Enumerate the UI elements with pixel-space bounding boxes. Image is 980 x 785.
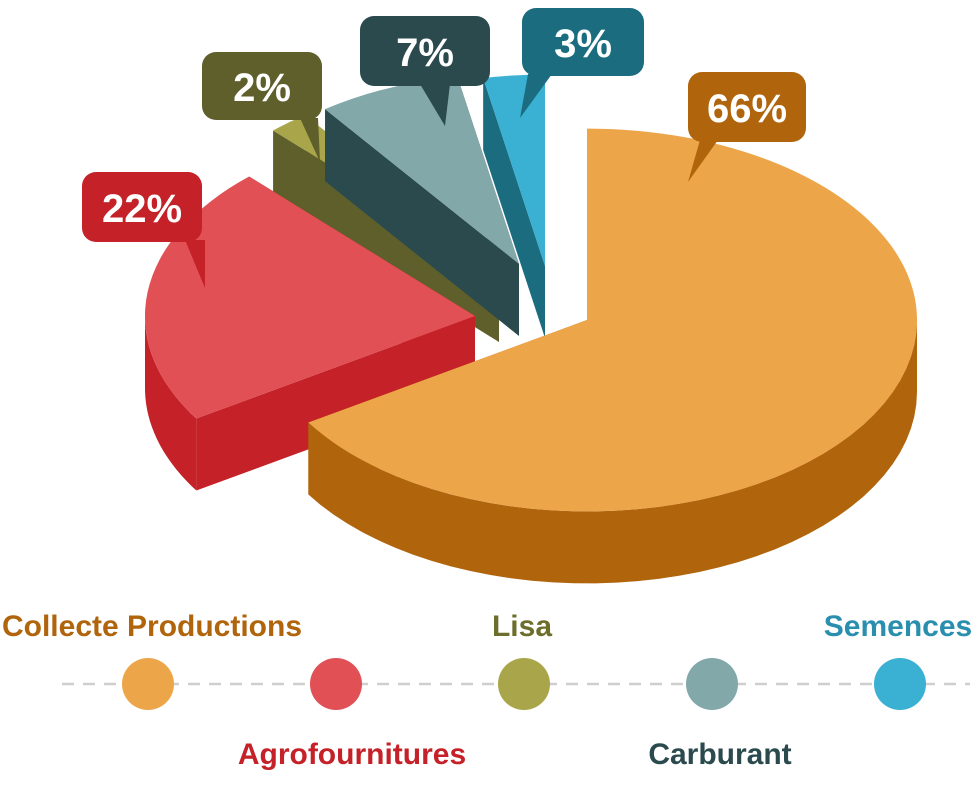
legend-label-semences: Semences — [824, 610, 972, 643]
callouts-layer: 66% 22% 2% 7% 3% — [82, 8, 806, 288]
legend: Collecte Productions Agrofournitures Lisa C… — [2, 610, 972, 771]
callout-pointer-agrofournitures — [185, 240, 205, 288]
callout-carburant: 7% — [360, 16, 490, 126]
legend-dot-agrofournitures — [310, 658, 362, 710]
legend-label-lisa: Lisa — [492, 610, 552, 643]
legend-dot-carburant — [686, 658, 738, 710]
legend-label-agrofournitures: Agrofournitures — [238, 738, 466, 771]
legend-label-collecte-productions: Collecte Productions — [2, 610, 302, 643]
callout-box-semences — [522, 8, 644, 76]
callout-box-collecte-productions — [688, 72, 806, 142]
slice-semences — [483, 74, 545, 338]
data-label-carburant: 7% — [396, 31, 454, 75]
legend-dot-semences — [874, 658, 926, 710]
slice-wall-semences-0 — [483, 77, 545, 338]
callout-box-carburant — [360, 16, 490, 86]
callout-collecte-productions: 66% — [688, 72, 806, 182]
callout-semences: 3% — [520, 8, 644, 118]
slice-top-collecte-productions — [308, 128, 918, 512]
slice-wall-carburant-0 — [325, 109, 519, 336]
legend-label-carburant: Carburant — [648, 738, 791, 771]
slice-wall-agrofournitures-0 — [196, 316, 476, 491]
slice-sides-layer — [145, 74, 918, 584]
slice-top-carburant — [325, 75, 519, 264]
slice-rim-collecte-productions — [308, 320, 917, 584]
slice-top-agrofournitures — [145, 176, 475, 419]
callout-pointer-carburant — [420, 84, 450, 126]
legend-dot-collecte-productions — [122, 658, 174, 710]
data-label-semences: 3% — [554, 22, 612, 66]
slice-agrofournitures — [145, 176, 476, 491]
slice-top-semences — [483, 74, 545, 266]
callout-pointer-collecte-productions — [688, 140, 718, 182]
data-label-lisa: 2% — [233, 66, 291, 110]
slice-rim-agrofournitures — [145, 316, 197, 491]
callout-box-agrofournitures — [82, 172, 202, 242]
callout-pointer-lisa — [300, 118, 320, 162]
slice-collecte-productions — [308, 128, 918, 584]
callout-agrofournitures: 22% — [82, 172, 205, 288]
data-label-collecte-productions: 66% — [707, 87, 787, 131]
slice-carburant — [325, 75, 519, 336]
callout-pointer-semences — [520, 74, 552, 118]
legend-dot-lisa — [498, 658, 550, 710]
callout-lisa: 2% — [202, 52, 322, 162]
callout-box-lisa — [202, 52, 322, 120]
data-label-agrofournitures: 22% — [102, 187, 182, 231]
